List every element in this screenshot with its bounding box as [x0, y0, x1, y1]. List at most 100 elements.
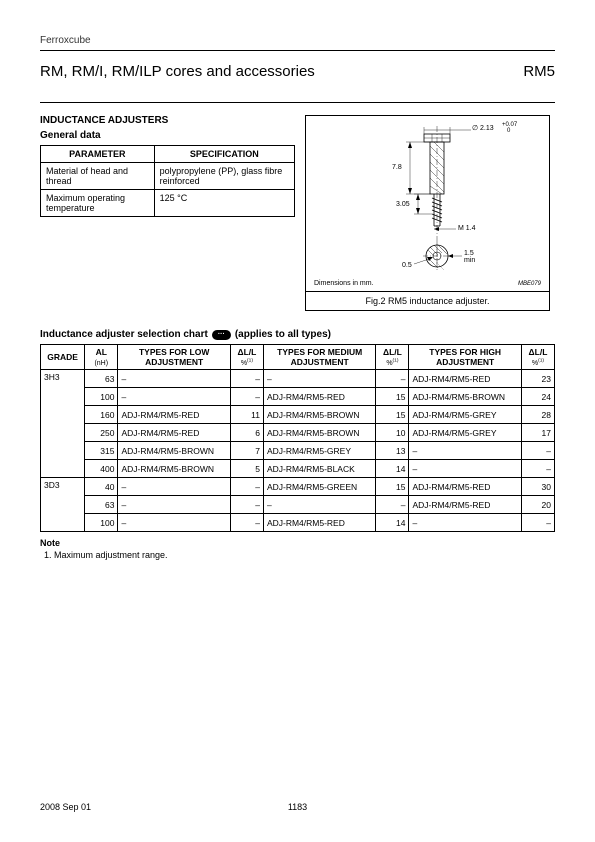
- cell: ADJ-RM4/RM5-BROWN: [263, 406, 375, 424]
- cell: –: [376, 496, 409, 514]
- sel-th-low: TYPES FOR LOW ADJUSTMENT: [118, 345, 230, 370]
- sel-head-text-a: Inductance adjuster selection chart: [40, 329, 208, 340]
- fig-mbe: MBE079: [518, 281, 541, 287]
- fig-dim-h2: 3.05: [396, 201, 410, 208]
- cell-grade: 3H3: [41, 370, 85, 478]
- cell: 30: [521, 478, 554, 496]
- figure-drawing: ∅ 2.13 +0.07 0 7.8 3.05 M 1.4 0.5 1.5 mi…: [306, 116, 549, 291]
- cell: 63: [85, 496, 118, 514]
- table-row: 400ADJ-RM4/RM5-BROWN5ADJ-RM4/RM5-BLACK14…: [41, 460, 555, 478]
- cell: 100: [85, 514, 118, 532]
- sel-head-text-b: (applies to all types): [235, 329, 331, 340]
- cell: –: [118, 514, 230, 532]
- adjuster-svg: [306, 116, 551, 291]
- footer: 2008 Sep 01 1183: [40, 802, 555, 812]
- general-data-head: General data: [40, 130, 295, 141]
- cell: ADJ-RM4/RM5-RED: [118, 424, 230, 442]
- table-row: 3H363––––ADJ-RM4/RM5-RED23: [41, 370, 555, 388]
- cell: 40: [85, 478, 118, 496]
- fig-dim-note: Dimensions in mm.: [314, 280, 374, 287]
- cell: 14: [376, 514, 409, 532]
- cell-grade: 3D3: [41, 478, 85, 532]
- doc-title-right: RM5: [523, 63, 555, 80]
- sel-th-al: AL (nH): [85, 345, 118, 370]
- cell: ADJ-RM4/RM5-GREY: [409, 424, 521, 442]
- general-data-table: PARAMETER SPECIFICATION Material of head…: [40, 145, 295, 217]
- selection-table: GRADE AL (nH) TYPES FOR LOW ADJUSTMENT Δ…: [40, 344, 555, 532]
- th-label: ΔL/L: [529, 347, 548, 357]
- table-row: 160ADJ-RM4/RM5-RED11ADJ-RM4/RM5-BROWN15A…: [41, 406, 555, 424]
- cell: 160: [85, 406, 118, 424]
- cell: ADJ-RM4/RM5-RED: [263, 514, 375, 532]
- cell: –: [521, 514, 554, 532]
- cell: 24: [521, 388, 554, 406]
- cell: –: [521, 460, 554, 478]
- cell: –: [230, 370, 263, 388]
- note-body: 1. Maximum adjustment range.: [44, 550, 555, 560]
- rule-under-title: [40, 102, 555, 103]
- cell: 17: [521, 424, 554, 442]
- sel-th-dll2: ΔL/L %(1): [376, 345, 409, 370]
- cell: 15: [376, 478, 409, 496]
- cell: 250: [85, 424, 118, 442]
- cell: ADJ-RM4/RM5-BROWN: [409, 388, 521, 406]
- cell: ADJ-RM4/RM5-GREY: [263, 442, 375, 460]
- cell: 14: [376, 460, 409, 478]
- cell: –: [118, 478, 230, 496]
- cell: ADJ-RM4/RM5-BROWN: [118, 442, 230, 460]
- section-head: INDUCTANCE ADJUSTERS: [40, 115, 295, 126]
- fig-dim-m: M 1.4: [458, 225, 476, 232]
- sel-th-grade: GRADE: [41, 345, 85, 370]
- th-label: GRADE: [47, 352, 78, 362]
- sel-th-med: TYPES FOR MEDIUM ADJUSTMENT: [263, 345, 375, 370]
- cell: –: [230, 388, 263, 406]
- table-row: 250ADJ-RM4/RM5-RED6ADJ-RM4/RM5-BROWN10AD…: [41, 424, 555, 442]
- table-row: 100––ADJ-RM4/RM5-RED15ADJ-RM4/RM5-BROWN2…: [41, 388, 555, 406]
- cell: ADJ-RM4/RM5-RED: [409, 478, 521, 496]
- cell: ADJ-RM4/RM5-RED: [409, 370, 521, 388]
- cell: 400: [85, 460, 118, 478]
- gdata-col2: SPECIFICATION: [154, 146, 294, 163]
- gdata-cell: Maximum operating temperature: [41, 190, 155, 217]
- cell: 10: [376, 424, 409, 442]
- figure-box: ∅ 2.13 +0.07 0 7.8 3.05 M 1.4 0.5 1.5 mi…: [305, 115, 550, 311]
- table-row: 100––ADJ-RM4/RM5-RED14––: [41, 514, 555, 532]
- cell: 7: [230, 442, 263, 460]
- gdata-cell: 125 °C: [154, 190, 294, 217]
- selection-chart-head: Inductance adjuster selection chart ··· …: [40, 329, 555, 340]
- note-head: Note: [40, 538, 555, 548]
- fig-caption: Fig.2 RM5 inductance adjuster.: [306, 291, 549, 310]
- cell: –: [118, 388, 230, 406]
- th-label: ΔL/L: [383, 347, 402, 357]
- rule-top: [40, 50, 555, 51]
- cell: –: [230, 478, 263, 496]
- th-label: AL: [96, 347, 107, 357]
- gdata-cell: polypropylene (PP), glass fibre reinforc…: [154, 163, 294, 190]
- cell: 13: [376, 442, 409, 460]
- cell: –: [409, 460, 521, 478]
- cell: ADJ-RM4/RM5-GREEN: [263, 478, 375, 496]
- cell: –: [409, 442, 521, 460]
- sel-th-dll3: ΔL/L %(1): [521, 345, 554, 370]
- cell: –: [521, 442, 554, 460]
- cell: 100: [85, 388, 118, 406]
- footer-date: 2008 Sep 01: [40, 802, 212, 812]
- sel-th-dll1: ΔL/L %(1): [230, 345, 263, 370]
- cell: ADJ-RM4/RM5-BROWN: [263, 424, 375, 442]
- cell: 20: [521, 496, 554, 514]
- table-row: 3D340––ADJ-RM4/RM5-GREEN15ADJ-RM4/RM5-RE…: [41, 478, 555, 496]
- cell: 6: [230, 424, 263, 442]
- cell: –: [118, 370, 230, 388]
- cell: –: [409, 514, 521, 532]
- title-row: RM, RM/I, RM/ILP cores and accessories R…: [40, 63, 555, 80]
- table-row: 63––––ADJ-RM4/RM5-RED20: [41, 496, 555, 514]
- cell: 315: [85, 442, 118, 460]
- th-label: ΔL/L: [238, 347, 257, 357]
- footer-page: 1183: [212, 802, 384, 812]
- cell: 23: [521, 370, 554, 388]
- sel-head-badge: ···: [212, 330, 231, 340]
- cell: 11: [230, 406, 263, 424]
- cell: ADJ-RM4/RM5-BLACK: [263, 460, 375, 478]
- cell: –: [263, 370, 375, 388]
- table-row: 315ADJ-RM4/RM5-BROWN7ADJ-RM4/RM5-GREY13–…: [41, 442, 555, 460]
